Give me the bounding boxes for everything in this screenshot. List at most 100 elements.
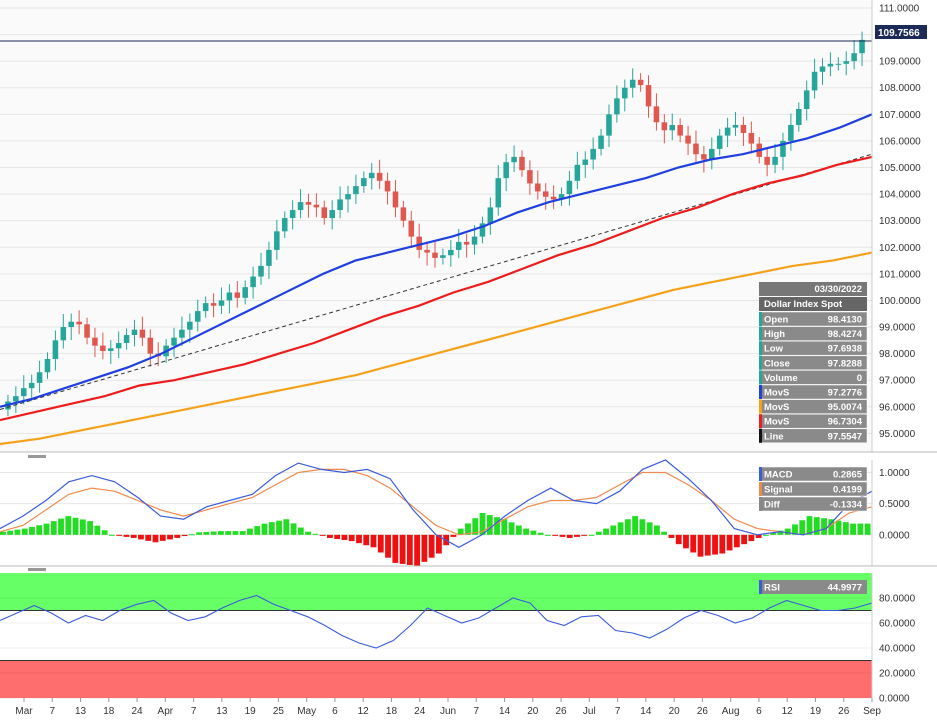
candle-body: [139, 329, 146, 338]
candle-body: [305, 202, 312, 205]
infobox-row-label: MovS: [764, 402, 789, 413]
candle-body: [471, 236, 478, 245]
candle-body: [685, 135, 691, 144]
macd-histogram-bar: [719, 534, 726, 554]
candle-body: [107, 348, 114, 351]
candle-body: [100, 345, 106, 351]
infobox-row-swatch: [759, 355, 762, 370]
macd-histogram-bar: [261, 523, 268, 535]
macd-histogram-bar: [218, 531, 224, 535]
macd-histogram-bar: [196, 532, 203, 535]
infobox-row-value: 97.8288: [828, 358, 862, 369]
ma-red-line: [0, 155, 873, 422]
macd-histogram-bar: [72, 517, 79, 535]
candle-body: [361, 178, 367, 187]
infobox-row-label: Volume: [764, 373, 798, 384]
macd-histogram-bar: [806, 516, 813, 535]
candle-body: [582, 159, 589, 165]
candle-body: [345, 194, 351, 200]
macd-histogram-bar: [101, 530, 108, 535]
macd-histogram-bar: [167, 534, 173, 540]
candle-body: [851, 53, 857, 62]
macd-histogram-bar: [697, 534, 704, 557]
macd-histogram-bar: [835, 520, 842, 535]
candle-body: [115, 342, 122, 349]
candle-body: [392, 191, 399, 208]
candle-body: [36, 372, 43, 383]
macd-histogram-bar: [356, 534, 362, 544]
candle-body: [487, 207, 494, 224]
candle-body: [701, 154, 707, 160]
x-tick-label: 7: [615, 706, 621, 717]
candle-body: [147, 337, 154, 354]
candle-body: [479, 223, 486, 237]
price-tick-label: 111.0000: [879, 3, 920, 14]
candle-body: [440, 255, 446, 258]
price-tick-label: 96.0000: [879, 402, 916, 413]
macd-box-row-swatch: [759, 482, 762, 496]
infobox-row-value: 97.6938: [828, 344, 862, 355]
infobox-row-swatch: [759, 385, 762, 399]
macd-histogram-bar: [864, 523, 871, 535]
infobox-row-swatch: [759, 428, 762, 443]
candle-body: [187, 321, 193, 330]
infobox-row-value: 97.5547: [828, 431, 862, 442]
rsi-tick-label: 0.0000: [879, 694, 910, 705]
macd-histogram-bar: [116, 534, 123, 536]
macd-histogram-bar: [29, 526, 35, 535]
candle-body: [258, 265, 264, 277]
candle-body: [566, 180, 573, 195]
macd-histogram-bar: [828, 519, 835, 535]
macd-histogram-bar: [552, 534, 559, 536]
rsi-tick-label: 20.0000: [879, 669, 916, 680]
x-tick-label: 12: [782, 706, 794, 717]
x-tick-label: 12: [358, 706, 370, 717]
macd-box-row-value: 0.2865: [833, 470, 863, 481]
macd-histogram-bar: [668, 534, 675, 538]
macd-histogram-bar: [508, 522, 515, 535]
candle-body: [242, 287, 248, 298]
price-tick-label: 104.0000: [879, 190, 921, 201]
macd-histogram-bar: [792, 524, 798, 535]
macd-histogram-bar: [130, 534, 137, 538]
candle-body: [76, 321, 82, 325]
macd-box-row-swatch: [759, 467, 762, 481]
x-tick-label: 24: [414, 706, 426, 717]
candle-body: [843, 61, 849, 64]
candle-body: [329, 210, 335, 219]
candle-body: [13, 396, 19, 402]
x-axis: Mar 7 13 18 24 Apr 7 13 19 25 May 6 12 18 24 Jun 7 14 20 26…: [15, 698, 881, 717]
x-tick-label: 26: [697, 706, 709, 717]
candle-body: [84, 324, 90, 338]
candle-body: [819, 66, 826, 72]
macd-histogram-bar: [7, 530, 14, 535]
macd-histogram-bar: [799, 520, 806, 535]
candle-body: [337, 199, 343, 211]
x-tick-label: 20: [527, 706, 539, 717]
macd-histogram-bar: [341, 534, 348, 541]
macd-histogram-bar: [595, 531, 602, 535]
candle-body: [788, 124, 794, 141]
pane-resize-handle: [28, 568, 46, 571]
x-tick-label: 7: [473, 706, 479, 717]
macd-histogram-bar: [436, 534, 442, 554]
x-tick-label: 25: [273, 706, 285, 717]
macd-histogram-bar: [290, 523, 297, 535]
macd-tick-label: 0.0000: [879, 530, 910, 541]
candle-body: [803, 90, 810, 110]
macd-histogram-bar: [748, 534, 755, 542]
macd-histogram-bar: [465, 523, 471, 535]
macd-histogram-bar: [305, 531, 312, 535]
macd-tick-label: 1.0000: [879, 468, 910, 479]
candle-body: [297, 202, 304, 211]
candle-body: [859, 39, 865, 54]
macd-histogram-bar: [690, 534, 697, 553]
candle-body: [384, 180, 391, 192]
macd-histogram-bar: [661, 531, 668, 535]
macd-histogram-bar: [174, 534, 181, 538]
macd-histogram-bar: [842, 522, 849, 535]
x-tick-label: 6: [332, 706, 338, 717]
candle-body: [289, 210, 296, 219]
macd-histogram-bar: [501, 519, 508, 535]
macd-panel: 0.0000 0.5000 1.0000: [0, 459, 937, 571]
